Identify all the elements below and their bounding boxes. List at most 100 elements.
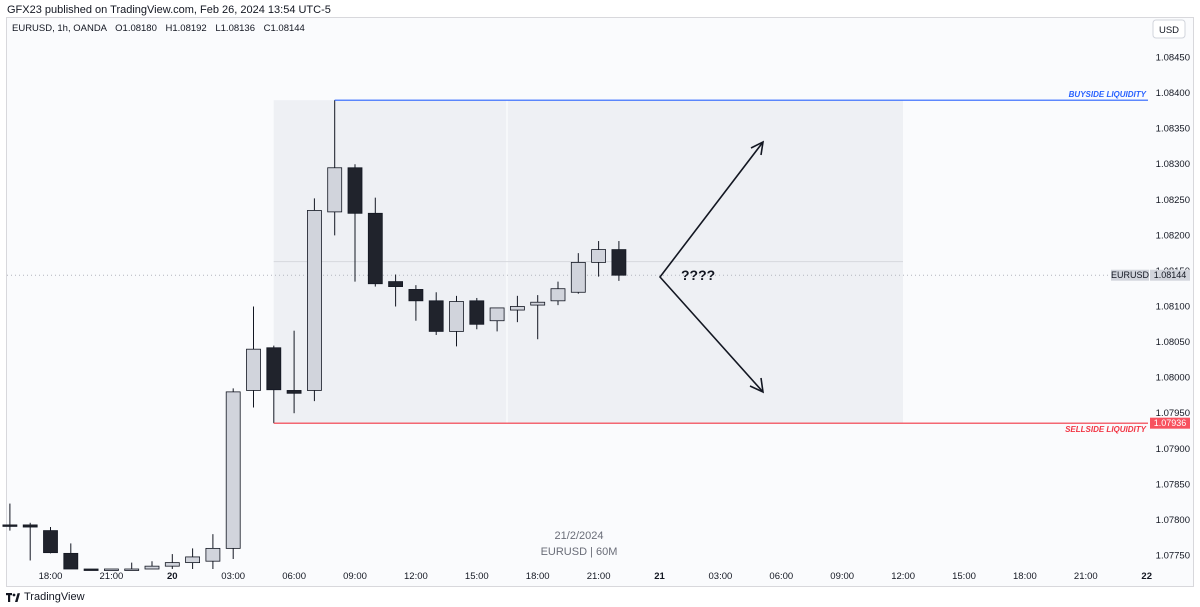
candle bbox=[550, 281, 566, 306]
candle bbox=[408, 285, 424, 321]
candle-body bbox=[185, 556, 201, 564]
candle-body bbox=[83, 568, 99, 571]
svg-text:EURUSD, 1h, OANDA O1.081: EURUSD, 1h, OANDA O1.08180 H1.08192 L1.0… bbox=[12, 23, 305, 34]
candle-body bbox=[306, 210, 322, 391]
x-tick-label: 12:00 bbox=[891, 571, 915, 582]
candle bbox=[449, 295, 464, 347]
current-symbol-tag bbox=[1111, 269, 1149, 281]
candle bbox=[367, 197, 383, 287]
x-tick-label: 21 bbox=[654, 571, 665, 582]
candle bbox=[124, 562, 140, 571]
watermark-date: 21/2/2024 bbox=[555, 530, 604, 542]
candle bbox=[611, 241, 627, 281]
candle bbox=[489, 307, 505, 332]
arrow-up-head-icon bbox=[750, 140, 765, 156]
currency-button[interactable] bbox=[1152, 19, 1186, 39]
watermark-symbol: EURUSD | 60M bbox=[541, 546, 618, 558]
candle bbox=[246, 306, 261, 408]
candle-body bbox=[164, 562, 180, 567]
candle-body bbox=[63, 552, 79, 570]
y-tick-label: 1.08350 bbox=[1156, 124, 1190, 135]
tradingview-logo-icon bbox=[6, 592, 20, 602]
current-symbol-label: EURUSD bbox=[1111, 270, 1150, 280]
candle-body bbox=[449, 301, 464, 332]
question-marks-text: ???? bbox=[681, 267, 715, 283]
annotations-group: BUYSIDE LIQUIDITY SELLSIDE LIQUIDITY ???… bbox=[273, 90, 1148, 434]
candle bbox=[266, 345, 282, 424]
x-tick-label: 15:00 bbox=[952, 571, 976, 582]
candle bbox=[591, 241, 606, 277]
legend-low: L1.08136 bbox=[215, 23, 255, 34]
y-tick-label: 1.08200 bbox=[1156, 230, 1190, 241]
candle bbox=[570, 253, 586, 294]
candle bbox=[63, 543, 79, 570]
candle bbox=[144, 561, 160, 570]
candle-body bbox=[428, 300, 444, 332]
legend-high: H1.08192 bbox=[166, 23, 207, 34]
x-tick-label: 12:00 bbox=[404, 571, 428, 582]
candle-body bbox=[144, 565, 160, 570]
x-tick-label: 21:00 bbox=[100, 571, 124, 582]
footer-bar: TradingView bbox=[0, 587, 1200, 607]
x-tick-label: 09:00 bbox=[830, 571, 854, 582]
scenario-arrows[interactable] bbox=[658, 141, 764, 393]
current-price-label: 1.08144 bbox=[1154, 270, 1187, 280]
x-tick-label: 21:00 bbox=[587, 571, 611, 582]
x-tick-label: 15:00 bbox=[465, 571, 489, 582]
candle bbox=[347, 164, 363, 282]
y-tick-label: 1.08000 bbox=[1156, 373, 1190, 384]
candle-body bbox=[266, 347, 282, 391]
candle-body bbox=[104, 568, 119, 571]
candle bbox=[306, 198, 322, 402]
candle-body bbox=[550, 288, 566, 302]
liquidity-zone-layer bbox=[7, 100, 1148, 424]
candle bbox=[530, 295, 546, 340]
candle-body bbox=[225, 391, 241, 549]
candle bbox=[286, 330, 302, 414]
candle bbox=[388, 274, 404, 307]
legend-open: O1.08180 bbox=[115, 23, 157, 34]
candle bbox=[104, 568, 119, 571]
x-tick-label: 06:00 bbox=[282, 571, 306, 582]
arrow-down-head-icon bbox=[749, 377, 764, 394]
candle-body bbox=[22, 524, 38, 528]
symbol-legend: EURUSD, 1h, OANDA O1.08180 H1.08192 L1.0… bbox=[12, 23, 305, 34]
candle-body bbox=[570, 261, 586, 293]
candle bbox=[327, 100, 343, 236]
candle-body bbox=[388, 281, 404, 287]
sellside-price-tag bbox=[1150, 417, 1190, 429]
tradingview-brand: TradingView bbox=[24, 591, 85, 603]
buyside-liquidity-label: BUYSIDE LIQUIDITY bbox=[1069, 90, 1147, 99]
legend-close: C1.08144 bbox=[264, 23, 305, 34]
time-axis[interactable]: 18:00 21:00 20 03:00 06:00 09:00 12:00 15:00 18:… bbox=[39, 571, 1152, 582]
current-price-tag bbox=[1150, 269, 1190, 281]
candle bbox=[509, 295, 525, 323]
legend-symbol: EURUSD, 1h, OANDA bbox=[12, 23, 108, 34]
x-tick-label: 06:00 bbox=[769, 571, 793, 582]
candle-body bbox=[367, 212, 383, 285]
y-tick-label: 1.08250 bbox=[1156, 195, 1190, 206]
x-tick-label: 18:00 bbox=[1013, 571, 1037, 582]
y-tick-label: 1.07750 bbox=[1156, 551, 1190, 562]
candle-body bbox=[611, 249, 627, 276]
candle-body bbox=[347, 167, 363, 214]
candle bbox=[185, 548, 201, 569]
currency-label: USD bbox=[1159, 25, 1179, 36]
y-tick-label: 1.07950 bbox=[1156, 408, 1190, 419]
candle-body bbox=[124, 568, 140, 571]
price-axis[interactable]: USD 1.084501.084001.083501.083001.082501… bbox=[1111, 19, 1190, 562]
x-tick-label: 09:00 bbox=[343, 571, 367, 582]
candle-body bbox=[205, 547, 221, 562]
candle-body bbox=[286, 390, 302, 394]
candle bbox=[43, 527, 58, 554]
candle-body bbox=[530, 301, 546, 306]
y-tick-label: 1.07800 bbox=[1156, 515, 1190, 526]
x-tick-label: 21:00 bbox=[1074, 571, 1098, 582]
y-tick-label: 1.08450 bbox=[1156, 53, 1190, 64]
candle-body bbox=[591, 249, 606, 263]
x-tick-label: 18:00 bbox=[39, 571, 63, 582]
published-text: GFX23 published on TradingView.com, Feb … bbox=[7, 4, 331, 16]
candle-body bbox=[246, 348, 261, 391]
sellside-price-label: 1.07936 bbox=[1154, 418, 1187, 428]
